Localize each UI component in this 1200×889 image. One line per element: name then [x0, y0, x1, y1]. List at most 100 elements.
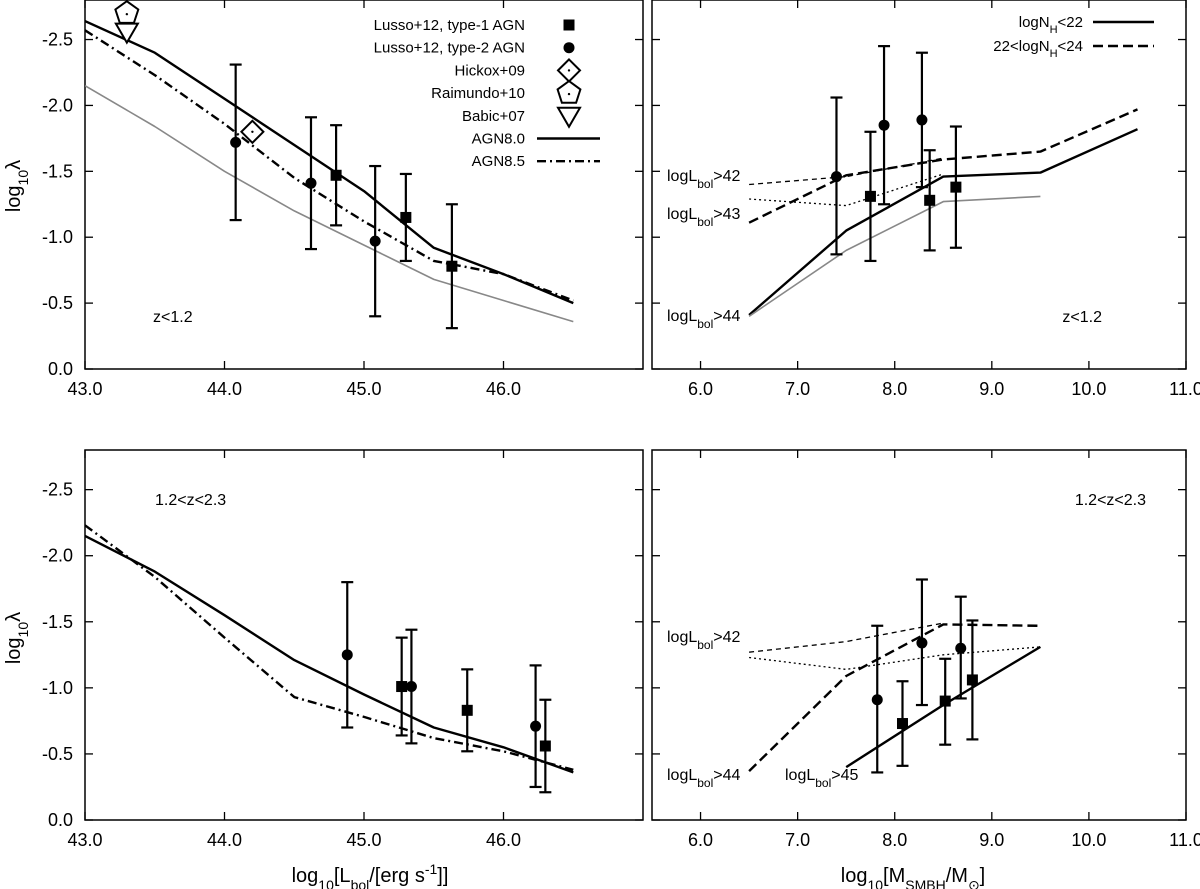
data-point-square	[330, 169, 342, 181]
panel-annotation: 1.2<z<2.3	[155, 492, 226, 509]
x-tick-label: 6.0	[688, 379, 713, 399]
curve-label: logLbol>45	[785, 767, 859, 790]
data-point-square	[400, 211, 412, 223]
y-tick-label: -2.0	[42, 546, 73, 566]
data-point-circle	[871, 694, 883, 706]
x-tick-label: 9.0	[979, 830, 1004, 850]
data-point-circle	[916, 114, 928, 126]
data-point-circle	[341, 649, 353, 661]
x-tick-label: 7.0	[785, 379, 810, 399]
data-point-circle	[955, 642, 967, 654]
y-axis-label-bottom: log10λ	[3, 612, 31, 664]
y-tick-label: -0.5	[42, 293, 73, 313]
x-tick-label: 44.0	[207, 830, 242, 850]
legend-marker-circle	[563, 42, 575, 54]
x-tick-label: 11.0	[1169, 379, 1200, 399]
x-axis-label-right: log10[MSMBH/M⊙]	[841, 865, 985, 889]
data-point-square	[396, 681, 408, 693]
series-line-solid	[845, 645, 1042, 769]
data-point-circle	[305, 177, 317, 189]
legend-label: 22<logNH<24	[993, 38, 1083, 60]
data-point-circle	[369, 235, 381, 247]
legend-marker-triangle-down	[556, 106, 582, 129]
curve-label: logLbol>42	[667, 629, 741, 652]
legend-label: Hickox+09	[455, 62, 525, 79]
data-point-circle	[916, 637, 928, 649]
data-point-square	[864, 190, 876, 202]
x-tick-label: 7.0	[785, 830, 810, 850]
legend-marker-square	[563, 19, 575, 31]
panel-annotation: z<1.2	[1062, 309, 1102, 326]
plot-frame	[651, 0, 1187, 370]
curve-label: logLbol>44	[667, 308, 741, 331]
series-line-dotted	[749, 646, 1041, 671]
curve-label: logLbol>43	[667, 206, 741, 229]
y-tick-label: -2.0	[42, 95, 73, 115]
y-tick-label: -2.5	[42, 480, 73, 500]
curve-label: logLbol>44	[667, 767, 741, 790]
data-point-square	[446, 260, 458, 272]
x-tick-label: 46.0	[486, 379, 521, 399]
series-line-22-lognh-24	[748, 108, 1138, 224]
data-point-square	[950, 181, 962, 193]
x-tick-label: 43.0	[67, 830, 102, 850]
x-tick-label: 46.0	[486, 830, 521, 850]
y-tick-label: 0.0	[48, 810, 73, 830]
legend-marker-pentagon	[556, 79, 582, 104]
legend-label: AGN8.0	[472, 131, 525, 148]
data-point-square	[966, 674, 978, 686]
y-tick-label: -1.5	[42, 612, 73, 632]
data-point-circle	[830, 171, 842, 183]
legend-label: AGN8.5	[472, 153, 525, 170]
data-point-triangle-down	[114, 22, 140, 45]
series-line-lognh-22	[748, 128, 1138, 316]
legend: Lusso+12, type-1 AGN Lusso+12, type-2 AGN…	[374, 17, 600, 170]
y-tick-label: 0.0	[48, 359, 73, 379]
x-tick-label: 10.0	[1071, 830, 1106, 850]
data-point-square	[539, 740, 551, 752]
panel-annotation: z<1.2	[153, 309, 193, 326]
data-point-circle	[405, 681, 417, 693]
x-tick-label: 45.0	[346, 379, 381, 399]
data-point-square	[896, 718, 908, 730]
data-point-circle	[878, 119, 890, 131]
curve-label: logLbol>42	[667, 168, 741, 191]
y-tick-label: -0.5	[42, 744, 73, 764]
x-tick-label: 9.0	[979, 379, 1004, 399]
x-axis-label-left: log10[Lbol/[erg s-1]]	[292, 861, 449, 889]
plot-frame	[651, 449, 1187, 821]
series-line-dashed	[748, 623, 1041, 772]
legend-label: logNH<22	[1019, 14, 1083, 36]
y-tick-label: -2.5	[42, 30, 73, 50]
series-line-thin-dashed	[749, 622, 944, 653]
series-line-thin-dashed	[749, 157, 944, 186]
x-tick-label: 11.0	[1169, 830, 1200, 850]
panel-bottom-right: 6.0 7.0 8.0 9.0 10.0 11.0 1.2<z<2.3 logLbol>42 l…	[651, 449, 1200, 850]
y-tick-label: -1.0	[42, 678, 73, 698]
data-point-square	[924, 194, 936, 206]
x-tick-label: 8.0	[882, 379, 907, 399]
x-tick-label: 43.0	[67, 379, 102, 399]
x-tick-label: 44.0	[207, 379, 242, 399]
series-line-agn8-0	[85, 534, 574, 774]
data-point-circle	[230, 136, 242, 148]
series-line-gray	[85, 85, 574, 323]
data-point-square	[939, 695, 951, 707]
y-tick-label: -1.0	[42, 227, 73, 247]
panel-bottom-left: 0.0 -0.5 -1.0 -1.5 -2.0 -2.5 43.0 44.0 45.0 46.0 1…	[42, 449, 644, 850]
panel-annotation: 1.2<z<2.3	[1075, 492, 1146, 509]
data-point-square	[461, 704, 473, 716]
series-line-dotted	[749, 173, 944, 207]
data-point-pentagon	[114, 0, 140, 24]
series-line-gray	[748, 195, 1041, 317]
series-line-agn8-5	[85, 524, 574, 771]
series-line-agn8-5	[85, 29, 574, 302]
data-point-circle	[530, 720, 542, 732]
y-tick-label: -1.5	[42, 161, 73, 181]
x-tick-label: 45.0	[346, 830, 381, 850]
legend-label: Raimundo+10	[431, 85, 525, 102]
legend-label: Lusso+12, type-2 AGN	[374, 40, 525, 57]
legend-label: Lusso+12, type-1 AGN	[374, 17, 525, 34]
